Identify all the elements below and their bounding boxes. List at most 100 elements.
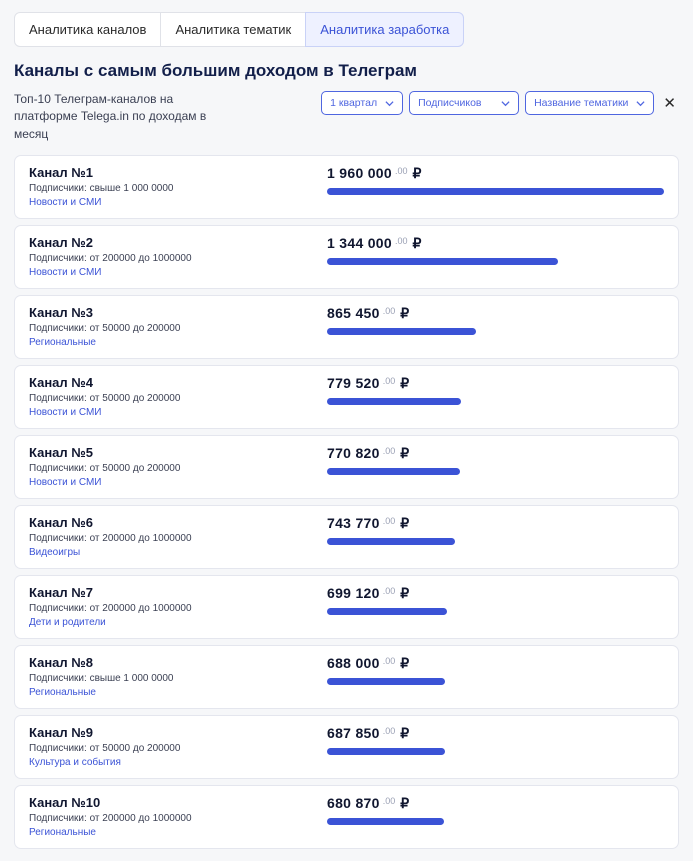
amount: 699 120.00₽ [327,585,664,602]
amount-currency: ₽ [413,165,422,182]
channel-revenue: 779 520.00₽ [327,375,664,418]
channel-category[interactable]: Региональные [29,687,309,698]
channel-card[interactable]: Канал №2 Подписчики: от 200000 до 1000000… [14,225,679,289]
amount-decimal: .00 [383,586,396,596]
channel-card[interactable]: Канал №10 Подписчики: от 200000 до 100000… [14,785,679,849]
channel-revenue: 680 870.00₽ [327,795,664,838]
channel-revenue: 687 850.00₽ [327,725,664,768]
tabs: Аналитика каналов Аналитика тематик Анал… [14,12,679,47]
channel-info: Канал №1Подписчики: свыше 1 000 0000Ново… [29,165,309,208]
channel-info: Канал №3Подписчики: от 50000 до 200000Ре… [29,305,309,348]
filter-period[interactable]: 1 квартал [321,91,403,115]
channel-subscribers: Подписчики: от 50000 до 200000 [29,323,309,334]
bar-track [327,538,664,545]
bar-track [327,468,664,475]
channel-subscribers: Подписчики: от 50000 до 200000 [29,463,309,474]
bar-track [327,748,664,755]
tab-earnings[interactable]: Аналитика заработка [305,12,464,47]
channel-name: Канал №9 [29,725,309,740]
channel-name: Канал №7 [29,585,309,600]
bar-track [327,328,664,335]
channel-name: Канал №10 [29,795,309,810]
clear-filters-icon[interactable]: ✕ [660,94,679,112]
amount-main: 1 960 000 [327,165,392,181]
amount: 865 450.00₽ [327,305,664,322]
channel-card[interactable]: Канал №6Подписчики: от 200000 до 1000000… [14,505,679,569]
channel-name: Канал №5 [29,445,309,460]
channel-category[interactable]: Новости и СМИ [29,407,309,418]
filter-category[interactable]: Название тематики [525,91,654,115]
channel-category[interactable]: Дети и родители [29,617,309,628]
amount-currency: ₽ [400,655,409,672]
channel-revenue: 743 770.00₽ [327,515,664,558]
channel-info: Канал №10 Подписчики: от 200000 до 100000… [29,795,309,838]
amount: 779 520.00₽ [327,375,664,392]
channel-card[interactable]: Канал №9Подписчики: от 50000 до 200000Ку… [14,715,679,779]
bar-track [327,258,664,265]
channel-name: Канал №1 [29,165,309,180]
channel-card[interactable]: Канал №3Подписчики: от 50000 до 200000Ре… [14,295,679,359]
filter-period-label: 1 квартал [330,97,377,109]
tab-channels[interactable]: Аналитика каналов [14,12,161,47]
amount: 743 770.00₽ [327,515,664,532]
channel-info: Канал №9Подписчики: от 50000 до 200000Ку… [29,725,309,768]
chevron-down-icon [385,99,394,108]
filter-subscribers[interactable]: Подписчиков [409,91,519,115]
channel-category[interactable]: Новости и СМИ [29,477,309,488]
channel-subscribers: Подписчики: от 200000 до 1000000 [29,813,309,824]
bar-track [327,188,664,195]
amount-decimal: .00 [395,166,408,176]
channel-category[interactable]: Новости и СМИ [29,267,309,278]
amount-currency: ₽ [400,515,409,532]
amount: 1 344 000.00₽ [327,235,664,252]
channel-revenue: 770 820.00₽ [327,445,664,488]
amount-main: 1 344 000 [327,235,392,251]
channel-info: Канал №7 Подписчики: от 200000 до 1000000… [29,585,309,628]
amount: 770 820.00₽ [327,445,664,462]
tab-themes[interactable]: Аналитика тематик [161,12,305,47]
channel-category[interactable]: Культура и события [29,757,309,768]
amount-currency: ₽ [400,725,409,742]
channel-name: Канал №8 [29,655,309,670]
channel-card[interactable]: Канал №8Подписчики: свыше 1 000 0000Реги… [14,645,679,709]
channel-subscribers: Подписчики: от 200000 до 1000000 [29,603,309,614]
channel-card[interactable]: Канал №5 Подписчики: от 50000 до 200000 Но… [14,435,679,499]
channel-name: Канал №2 [29,235,309,250]
channel-category[interactable]: Новости и СМИ [29,197,309,208]
channel-revenue: 865 450.00₽ [327,305,664,348]
bar-fill [327,678,445,685]
channel-revenue: 1 960 000.00 ₽ [327,165,664,208]
channel-category[interactable]: Региональные [29,337,309,348]
amount-currency: ₽ [400,585,409,602]
channel-revenue: 699 120.00₽ [327,585,664,628]
bar-fill [327,188,664,195]
amount-main: 680 870 [327,795,380,811]
bar-track [327,398,664,405]
amount-main: 865 450 [327,305,380,321]
bar-fill [327,328,476,335]
channel-card[interactable]: Канал №4Подписчики: от 50000 до 200000Но… [14,365,679,429]
channel-info: Канал №6Подписчики: от 200000 до 1000000… [29,515,309,558]
channel-subscribers: Подписчики: от 200000 до 1000000 [29,253,309,264]
amount-decimal: .00 [395,236,408,246]
filter-row: Топ-10 Телеграм-каналов на платформе Tel… [14,91,679,143]
channel-name: Канал №6 [29,515,309,530]
channel-card[interactable]: Канал №1Подписчики: свыше 1 000 0000Ново… [14,155,679,219]
amount-main: 687 850 [327,725,380,741]
bar-fill [327,398,461,405]
bar-fill [327,258,558,265]
chevron-down-icon [636,99,645,108]
channel-revenue: 688 000.00₽ [327,655,664,698]
amount-currency: ₽ [400,375,409,392]
amount-currency: ₽ [400,445,409,462]
channel-category[interactable]: Видеоигры [29,547,309,558]
bar-fill [327,468,460,475]
channel-card[interactable]: Канал №7 Подписчики: от 200000 до 1000000… [14,575,679,639]
amount-decimal: .00 [383,446,396,456]
page-title: Каналы с самым большим доходом в Телегра… [14,61,679,81]
amount-decimal: .00 [383,376,396,386]
subtitle: Топ-10 Телеграм-каналов на платформе Tel… [14,91,239,143]
amount-decimal: .00 [383,656,396,666]
amount-currency: ₽ [400,305,409,322]
channel-category[interactable]: Региональные [29,827,309,838]
